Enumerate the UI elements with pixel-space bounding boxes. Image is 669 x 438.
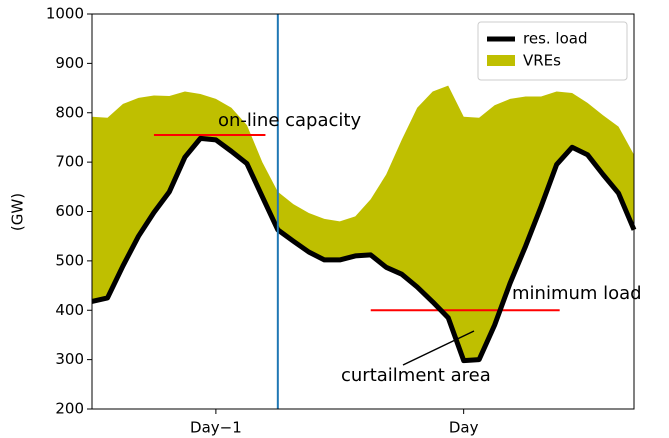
legend-swatch bbox=[487, 55, 515, 66]
annotation: minimum load bbox=[512, 283, 642, 304]
annotation: on-line capacity bbox=[218, 110, 361, 131]
x-tick-label: Day−1 bbox=[190, 419, 242, 437]
legend-box bbox=[477, 21, 628, 81]
y-tick-label: 300 bbox=[55, 350, 84, 368]
y-tick-label: 200 bbox=[55, 400, 84, 418]
legend-label: res. load bbox=[523, 30, 587, 48]
load-line bbox=[91, 135, 637, 364]
legend-label: VREs bbox=[523, 52, 561, 70]
y-axis-label: (GW) bbox=[9, 193, 27, 231]
y-tick-label: 600 bbox=[55, 202, 84, 220]
y-tick-label: 900 bbox=[55, 54, 84, 72]
y-tick-label: 400 bbox=[55, 301, 84, 319]
y-tick-label: 800 bbox=[55, 103, 84, 121]
vre-area bbox=[92, 85, 634, 361]
x-tick-label: Day bbox=[449, 419, 479, 437]
y-tick-label: 700 bbox=[55, 153, 84, 171]
y-tick-label: 500 bbox=[55, 251, 84, 269]
annotation: curtailment area bbox=[341, 365, 491, 386]
y-tick-label: 1000 bbox=[46, 5, 84, 23]
annotation-arrow bbox=[402, 330, 475, 366]
